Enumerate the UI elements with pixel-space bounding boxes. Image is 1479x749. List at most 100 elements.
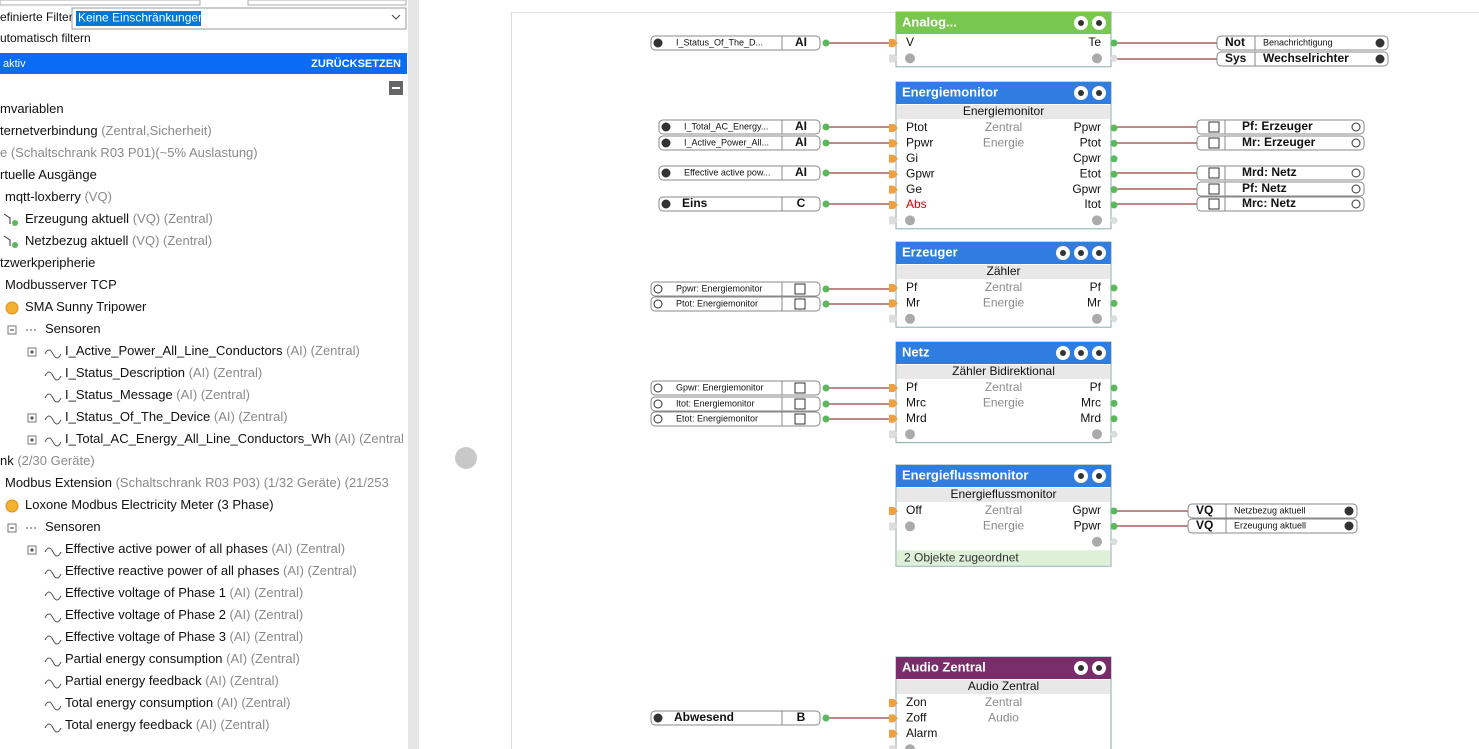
add-input[interactable] — [905, 429, 915, 440]
output-port[interactable] — [1110, 284, 1118, 292]
filter-value[interactable]: Keine Einschränkungen — [78, 11, 205, 25]
ref-name[interactable]: Eins — [682, 196, 708, 210]
tree-item[interactable]: Effective voltage of Phase 2 (AI) (Zentr… — [65, 607, 303, 622]
tree-item[interactable]: Modbus Extension (Schaltschrank R03 P03)… — [5, 475, 389, 490]
ref-name[interactable]: Benachrichtigung — [1263, 37, 1333, 47]
ref-name[interactable]: Wechselrichter — [1263, 51, 1349, 65]
tree-item[interactable]: nk (2/30 Geräte) — [0, 453, 95, 468]
output-reference[interactable] — [1216, 35, 1389, 51]
input-port[interactable] — [889, 714, 898, 723]
input-reference[interactable] — [650, 380, 821, 396]
output-port[interactable] — [1110, 299, 1118, 307]
input-reference[interactable] — [650, 710, 821, 726]
ref-name[interactable]: Mrd: Netz — [1242, 165, 1297, 179]
output-port[interactable] — [1110, 399, 1118, 407]
tree-item[interactable]: Loxone Modbus Electricity Meter (3 Phase… — [25, 497, 274, 512]
tree-item[interactable]: mqtt-loxberry (VQ) — [5, 189, 112, 204]
output-port[interactable] — [1110, 186, 1118, 194]
input-reference[interactable] — [650, 296, 821, 312]
input-port[interactable] — [889, 39, 898, 47]
tree-item[interactable]: Modbusserver TCP — [5, 277, 117, 292]
reset-button[interactable]: ZURÜCKSETZEN — [311, 57, 401, 70]
input-port[interactable] — [889, 185, 898, 194]
ref-name[interactable]: Netzbezug aktuell — [1234, 505, 1306, 515]
output-reference[interactable] — [1196, 135, 1365, 151]
output-port[interactable] — [1110, 507, 1118, 515]
tree-item[interactable]: e (Schaltschrank R03 P01)(~5% Auslastung… — [0, 145, 258, 160]
tree-item[interactable]: I_Active_Power_All_Line_Conductors (AI) … — [65, 343, 360, 358]
tree-item[interactable]: I_Total_AC_Energy_All_Line_Conductors_Wh… — [65, 431, 404, 446]
add-output[interactable] — [1092, 215, 1102, 226]
output-port[interactable] — [1110, 39, 1118, 47]
tree-item[interactable]: Partial energy consumption (AI) (Zentral… — [65, 651, 300, 666]
input-port[interactable] — [889, 170, 898, 179]
ref-name[interactable]: Abwesend — [674, 710, 734, 724]
input-reference[interactable] — [658, 196, 821, 212]
output-reference[interactable] — [1196, 119, 1365, 135]
output-port[interactable] — [1110, 415, 1118, 423]
output-port[interactable] — [1110, 170, 1118, 178]
input-port[interactable] — [889, 154, 898, 163]
output-reference[interactable] — [1196, 196, 1365, 212]
add-input[interactable] — [905, 215, 915, 226]
tree-item[interactable]: Total energy consumption (AI) (Zentral) — [65, 695, 290, 710]
ref-name[interactable]: Itot: Energiemonitor — [676, 398, 755, 408]
tree-item[interactable]: mvariablen — [0, 101, 64, 116]
output-port[interactable] — [1110, 384, 1118, 392]
input-port[interactable] — [889, 414, 898, 423]
block-title[interactable]: Audio Zentral — [902, 659, 986, 674]
input-reference[interactable] — [658, 119, 821, 135]
input-port[interactable] — [889, 299, 898, 308]
ref-name[interactable]: Ppwr: Energiemonitor — [676, 283, 763, 293]
ref-name[interactable]: Etot: Energiemonitor — [676, 413, 758, 423]
block-title[interactable]: Energiemonitor — [902, 84, 998, 99]
tree-item[interactable]: Effective voltage of Phase 1 (AI) (Zentr… — [65, 585, 303, 600]
ref-name[interactable]: Mrc: Netz — [1242, 196, 1296, 210]
block-title[interactable]: Netz — [902, 344, 930, 359]
search-box[interactable] — [247, 0, 407, 6]
tree-item[interactable]: ternetverbindung (Zentral,Sicherheit) — [0, 123, 212, 138]
input-port[interactable] — [889, 139, 898, 148]
scroll-handle[interactable] — [455, 447, 477, 469]
input-reference[interactable] — [658, 165, 821, 181]
tree-item[interactable]: Erzeugung aktuell (VQ) (Zentral) — [25, 211, 213, 226]
tree-item[interactable]: Effective active power of all phases (AI… — [65, 541, 345, 556]
tree-item[interactable]: Total energy feedback (AI) (Zentral) — [65, 717, 270, 732]
output-port[interactable] — [1110, 124, 1118, 132]
input-reference[interactable] — [650, 281, 821, 297]
output-reference[interactable] — [1216, 51, 1389, 67]
output-reference[interactable] — [1196, 181, 1365, 197]
add-input[interactable] — [905, 521, 915, 532]
tree-item[interactable]: I_Status_Of_The_Device (AI) (Zentral) — [65, 409, 288, 424]
input-port[interactable] — [889, 284, 898, 292]
ref-name[interactable]: Ptot: Energiemonitor — [676, 298, 758, 308]
input-port[interactable] — [889, 201, 898, 209]
tree-item[interactable]: SMA Sunny Tripower — [25, 299, 147, 314]
ref-name[interactable]: Gpwr: Energiemonitor — [676, 382, 764, 392]
add-output[interactable] — [1092, 53, 1102, 64]
ref-name[interactable]: I_Total_AC_Energy... — [684, 121, 768, 131]
splitter[interactable] — [408, 0, 419, 749]
ref-name[interactable]: Pf: Netz — [1242, 181, 1287, 195]
output-reference[interactable] — [1196, 165, 1365, 181]
block-title[interactable]: Erzeuger — [902, 244, 958, 259]
tree-item[interactable]: I_Status_Description (AI) (Zentral) — [65, 365, 262, 380]
input-port[interactable] — [889, 384, 898, 392]
ref-name[interactable]: I_Active_Power_All... — [684, 137, 769, 147]
tree-item[interactable]: I_Status_Message (AI) (Zentral) — [65, 387, 250, 402]
ref-name[interactable]: Erzeugung aktuell — [1234, 520, 1306, 530]
output-reference[interactable] — [1187, 503, 1358, 519]
ref-name[interactable]: Pf: Erzeuger — [1242, 119, 1313, 133]
output-port[interactable] — [1110, 201, 1118, 209]
tree-item[interactable]: rtuelle Ausgänge — [0, 167, 97, 182]
input-port[interactable] — [889, 124, 898, 132]
ref-name[interactable]: Mr: Erzeuger — [1242, 135, 1316, 149]
add-output[interactable] — [1092, 429, 1102, 440]
add-input[interactable] — [905, 53, 915, 64]
tree-item[interactable]: Effective voltage of Phase 3 (AI) (Zentr… — [65, 629, 303, 644]
add-output[interactable] — [1092, 536, 1102, 547]
input-reference[interactable] — [650, 396, 821, 412]
add-input[interactable] — [905, 313, 915, 324]
tree-item[interactable]: Netzbezug aktuell (VQ) (Zentral) — [25, 233, 212, 248]
input-port[interactable] — [889, 729, 898, 738]
